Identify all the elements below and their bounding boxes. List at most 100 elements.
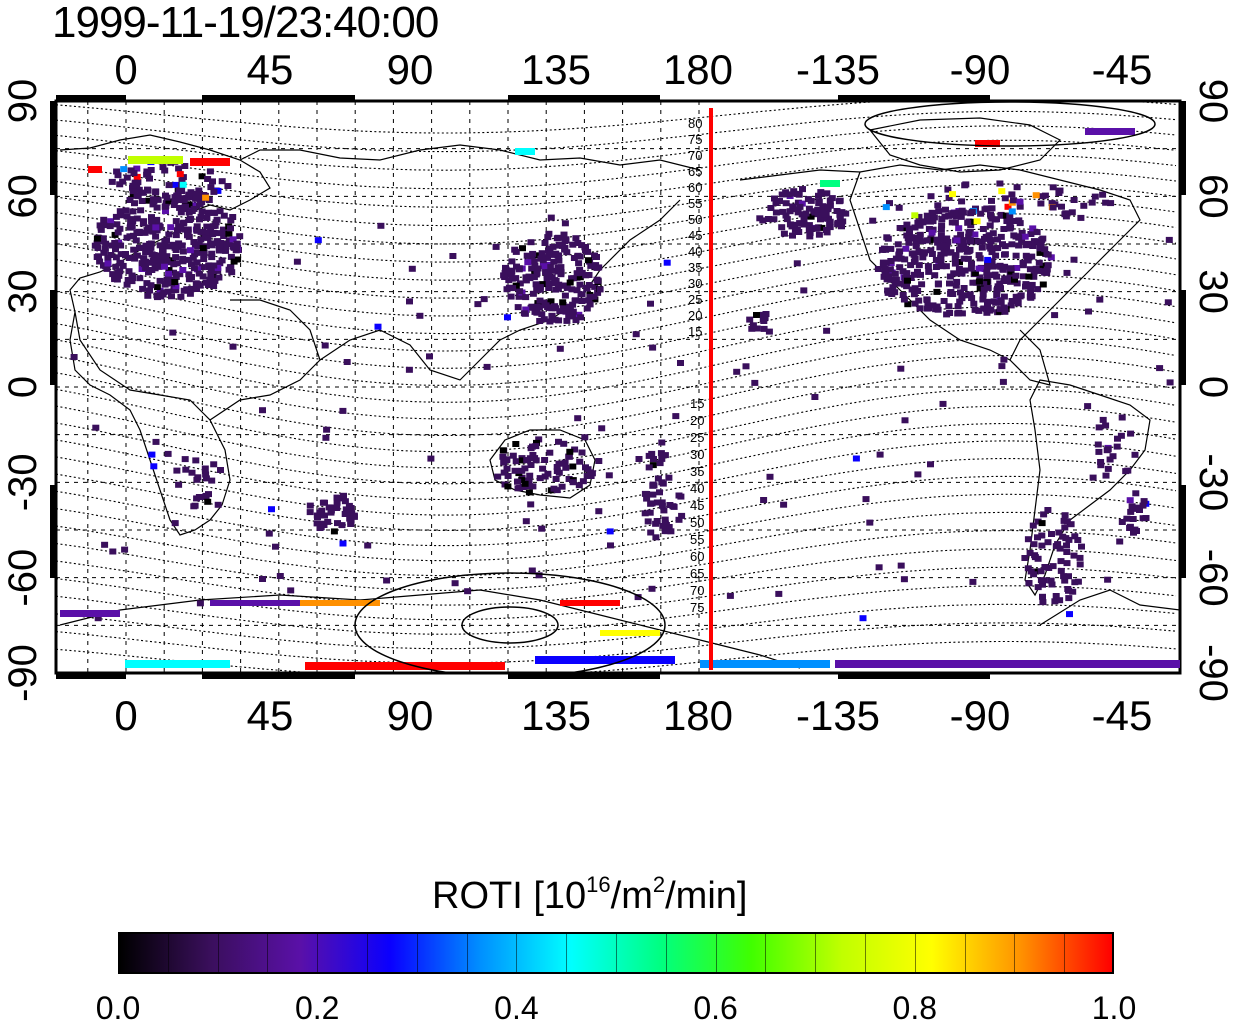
roti-cell — [587, 262, 595, 269]
roti-cell — [1095, 448, 1103, 455]
roti-cell — [563, 317, 571, 324]
roti-cell — [293, 258, 301, 265]
roti-cell — [904, 277, 911, 284]
roti-cell — [996, 306, 1004, 313]
roti-cell — [117, 212, 125, 219]
roti-cell — [946, 273, 954, 280]
roti-cell — [171, 279, 179, 285]
roti-cell — [944, 249, 952, 256]
roti-cell — [555, 281, 563, 288]
roti-cell — [499, 447, 507, 454]
roti-cell — [202, 475, 210, 482]
roti-cell — [980, 286, 988, 293]
roti-cell — [198, 208, 206, 215]
roti-cell — [1065, 536, 1073, 543]
roti-cell — [569, 301, 577, 308]
roti-cell — [937, 259, 945, 266]
roti-cell — [1156, 365, 1164, 372]
roti-cell — [928, 229, 936, 236]
roti-cell — [1066, 611, 1073, 618]
roti-cell — [927, 218, 934, 225]
colorbar-tick-label: 0.4 — [494, 990, 539, 1026]
colorbar-minor-tick — [317, 932, 319, 974]
roti-cell — [229, 236, 237, 243]
roti-cell — [1076, 554, 1084, 561]
roti-cell — [782, 212, 790, 219]
roti-cell — [172, 286, 180, 293]
roti-cell — [1068, 209, 1076, 216]
colorbar-minor-tick — [715, 932, 717, 974]
roti-cell — [171, 197, 179, 204]
colorbar-tick-label: 0.0 — [95, 990, 141, 1026]
roti-cell — [930, 214, 938, 221]
roti-cell — [193, 284, 200, 291]
roti-cell — [971, 231, 979, 238]
roti-cell — [185, 209, 193, 216]
roti-cell — [573, 287, 581, 294]
roti-cell — [578, 449, 586, 456]
roti-cell — [939, 400, 947, 407]
roti-cell — [230, 258, 238, 265]
roti-cell — [643, 495, 651, 502]
roti-cell — [198, 173, 206, 180]
roti-cell — [984, 298, 992, 305]
roti-cell — [1041, 192, 1049, 199]
roti-cell — [914, 471, 922, 478]
roti-cell — [838, 209, 846, 216]
roti-cell — [1070, 256, 1078, 263]
roti-cell — [1067, 521, 1075, 528]
roti-cell — [70, 354, 78, 360]
roti-cell — [928, 251, 936, 257]
lon-tick-top: -135 — [796, 46, 880, 93]
roti-cell — [979, 296, 987, 303]
roti-cell — [977, 210, 985, 217]
roti-cell — [1000, 226, 1008, 232]
roti-cell — [317, 524, 325, 531]
roti-cell — [165, 198, 173, 205]
roti-cell — [923, 305, 931, 312]
roti-cell — [550, 485, 558, 492]
roti-cell — [190, 265, 198, 272]
roti-cell — [1070, 197, 1078, 203]
roti-cell — [99, 238, 107, 245]
roti-cell — [1015, 242, 1023, 249]
roti-cell — [796, 220, 804, 227]
roti-cell — [161, 167, 169, 174]
contour-label: 60 — [690, 549, 704, 564]
roti-cell — [742, 363, 750, 370]
roti-cell — [936, 244, 944, 251]
roti-cell — [665, 474, 673, 481]
roti-band — [600, 630, 660, 636]
roti-cell — [543, 272, 551, 279]
colorbar-minor-tick — [367, 932, 368, 974]
roti-cell — [1099, 191, 1107, 198]
roti-cell — [940, 298, 948, 304]
roti-cell — [895, 204, 903, 211]
roti-cell — [562, 308, 570, 315]
roti-cell — [131, 200, 138, 207]
roti-cell — [1127, 430, 1135, 437]
roti-cell — [1048, 531, 1055, 537]
roti-cell — [575, 482, 583, 489]
roti-cell — [554, 234, 562, 241]
roti-cell — [555, 438, 562, 445]
roti-cell — [120, 166, 128, 173]
roti-cell — [945, 212, 953, 219]
roti-cell — [569, 308, 577, 315]
contour-line — [56, 290, 1177, 369]
roti-cell — [114, 229, 122, 236]
roti-cell — [492, 243, 500, 250]
roti-cell — [901, 256, 909, 263]
roti-cell — [152, 224, 160, 231]
roti-cell — [997, 211, 1005, 218]
roti-cell — [525, 477, 533, 484]
roti-cell — [875, 564, 883, 571]
roti-cell — [177, 293, 185, 300]
roti-cell — [96, 222, 104, 229]
roti-cell — [522, 306, 530, 313]
roti-cell — [99, 235, 107, 242]
roti-cell — [1056, 597, 1064, 604]
roti-cell — [790, 188, 798, 195]
magnetic-latitude-contours — [56, 101, 1177, 673]
roti-cell — [121, 546, 129, 553]
